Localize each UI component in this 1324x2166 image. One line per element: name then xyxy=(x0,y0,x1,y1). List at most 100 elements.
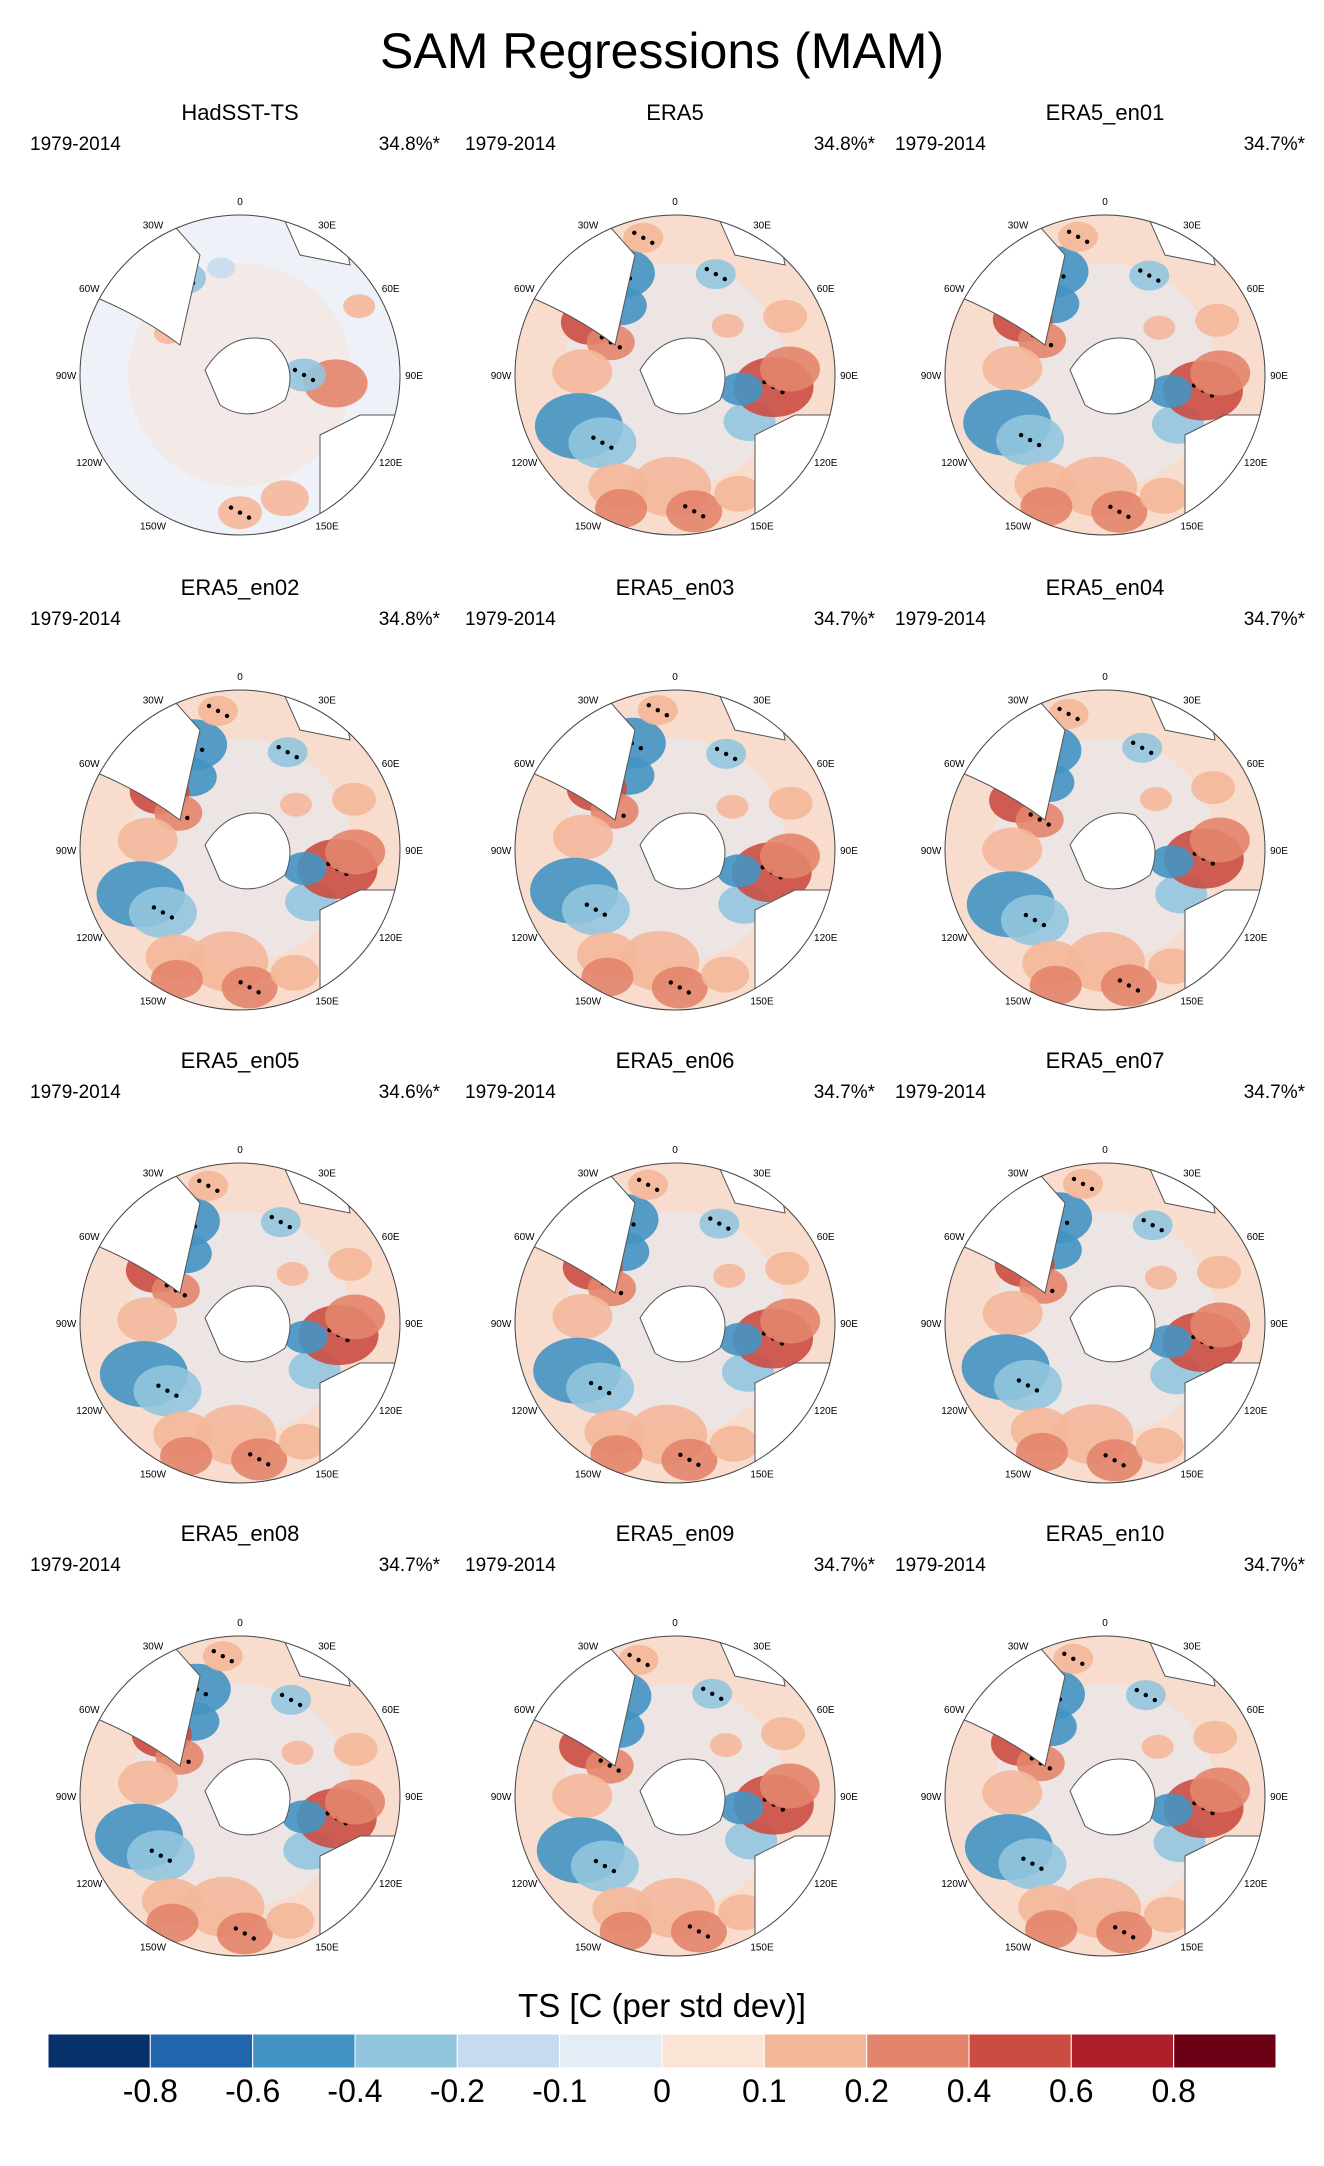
colorbar-tick-label: 0.4 xyxy=(947,2073,991,2109)
panel-period: 1979-2014 xyxy=(465,609,556,630)
longitude-label: 120E xyxy=(1244,1879,1268,1890)
significance-dot xyxy=(248,1452,253,1457)
longitude-label: 90W xyxy=(56,846,77,857)
map-panel: ERA5_en02 1979-2014 34.8%* 0 30E 60E 90E 120E 15… xyxy=(30,575,450,1015)
longitude-label: 30E xyxy=(1183,1641,1201,1652)
anomaly-region xyxy=(276,1261,309,1286)
anomaly-region xyxy=(1145,1265,1177,1290)
significance-dot xyxy=(664,713,669,718)
significance-dot xyxy=(1147,273,1152,278)
significance-dot xyxy=(654,1187,660,1192)
panel-percent: 34.7%* xyxy=(1243,1555,1305,1576)
polar-map: 030E60E90E120E150E180150W120W90W60W30W xyxy=(56,1618,423,1957)
longitude-label: 90E xyxy=(405,1792,423,1803)
longitude-label: 30W xyxy=(578,695,599,706)
longitude-label: 120W xyxy=(76,1879,103,1890)
longitude-label: 60E xyxy=(382,284,400,295)
longitude-label: 150W xyxy=(575,1943,602,1954)
significance-dot xyxy=(292,367,298,373)
significance-dot xyxy=(233,1926,238,1931)
significance-dot xyxy=(1131,1935,1136,1940)
significance-dot xyxy=(1113,1925,1118,1930)
significance-dot xyxy=(598,1758,603,1763)
land-mass xyxy=(639,812,726,890)
significance-dot xyxy=(1032,917,1038,923)
anomaly-region xyxy=(266,1902,315,1939)
significance-dot xyxy=(220,1654,225,1659)
longitude-label: 90W xyxy=(56,1792,77,1803)
longitude-label: 60W xyxy=(514,1232,535,1243)
land-mass xyxy=(1069,1758,1156,1836)
longitude-label: 0 xyxy=(1102,1618,1108,1629)
land-mass xyxy=(1069,1285,1156,1363)
anomaly-region xyxy=(1190,1302,1251,1348)
significance-dot xyxy=(678,1452,683,1457)
panel-period: 1979-2014 xyxy=(30,134,121,155)
significance-dot xyxy=(780,1807,785,1812)
longitude-label: 30W xyxy=(143,1641,164,1652)
significance-dot xyxy=(1210,1810,1215,1816)
significance-dot xyxy=(1141,1218,1146,1223)
longitude-label: 60E xyxy=(817,1705,835,1716)
longitude-label: 150E xyxy=(1180,1943,1204,1954)
significance-dot xyxy=(269,1214,274,1220)
longitude-label: 30E xyxy=(753,1168,771,1179)
panel-percent: 34.7%* xyxy=(1243,1082,1305,1103)
anomaly-region xyxy=(279,1423,328,1460)
anomaly-region xyxy=(581,957,634,997)
anomaly-region xyxy=(761,1717,806,1751)
panel-percent: 34.7%* xyxy=(1243,609,1305,630)
map-panel: ERA5_en01 1979-2014 34.7%* 0 30E 60E 90E 120E 15… xyxy=(895,100,1315,540)
significance-dot xyxy=(645,1662,650,1668)
panel-period: 1979-2014 xyxy=(30,609,121,630)
longitude-label: 60E xyxy=(1247,759,1265,770)
significance-dot xyxy=(597,1385,603,1391)
land-mass xyxy=(204,812,291,890)
significance-dot xyxy=(713,271,718,277)
anomaly-region xyxy=(768,786,813,820)
land-mass xyxy=(639,1285,726,1363)
anomaly-region xyxy=(982,346,1043,391)
panel-period: 1979-2014 xyxy=(465,1082,556,1103)
longitude-label: 60W xyxy=(944,759,965,770)
significance-dot xyxy=(1023,912,1029,918)
significance-dot xyxy=(692,509,697,514)
significance-dot xyxy=(1030,1861,1035,1866)
significance-dot xyxy=(1152,1697,1157,1703)
longitude-label: 30E xyxy=(753,695,771,706)
longitude-label: 30W xyxy=(578,1168,599,1179)
colorbar-tick-label: -0.4 xyxy=(327,2073,382,2109)
significance-dot xyxy=(1018,432,1024,438)
longitude-label: 30E xyxy=(753,220,771,231)
significance-dot xyxy=(1135,988,1141,993)
longitude-label: 90E xyxy=(405,846,423,857)
polar-map: 030E60E90E120E150E180150W120W90W60W30W xyxy=(921,1145,1288,1484)
longitude-label: 60W xyxy=(79,759,100,770)
longitude-label: 150E xyxy=(750,1470,774,1481)
longitude-label: 150E xyxy=(1180,997,1204,1008)
significance-dot xyxy=(251,1936,256,1941)
longitude-label: 120E xyxy=(379,1879,403,1890)
anomaly-region xyxy=(1139,787,1172,812)
polar-map: 030E60E90E120E150E180150W120W90W60W30W xyxy=(56,197,423,536)
longitude-label: 120E xyxy=(814,933,838,944)
significance-dot xyxy=(1039,1866,1044,1871)
colorbar-swatch xyxy=(866,2033,970,2069)
anomaly-region xyxy=(282,852,327,885)
map-boundary xyxy=(79,214,401,536)
longitude-label: 150W xyxy=(575,522,602,533)
significance-dot xyxy=(687,1924,693,1929)
colorbar-tick-label: -0.1 xyxy=(532,2073,587,2109)
anomaly-region xyxy=(343,294,376,319)
longitude-label: 120E xyxy=(379,1406,403,1417)
longitude-label: 150E xyxy=(315,1470,339,1481)
significance-dot xyxy=(723,751,729,757)
significance-dot xyxy=(151,905,157,910)
significance-dot xyxy=(627,1652,632,1658)
significance-dot xyxy=(206,703,212,709)
panel-title: HadSST-TS xyxy=(181,100,299,125)
significance-dot xyxy=(1122,1930,1127,1935)
significance-dot xyxy=(1064,1220,1070,1225)
